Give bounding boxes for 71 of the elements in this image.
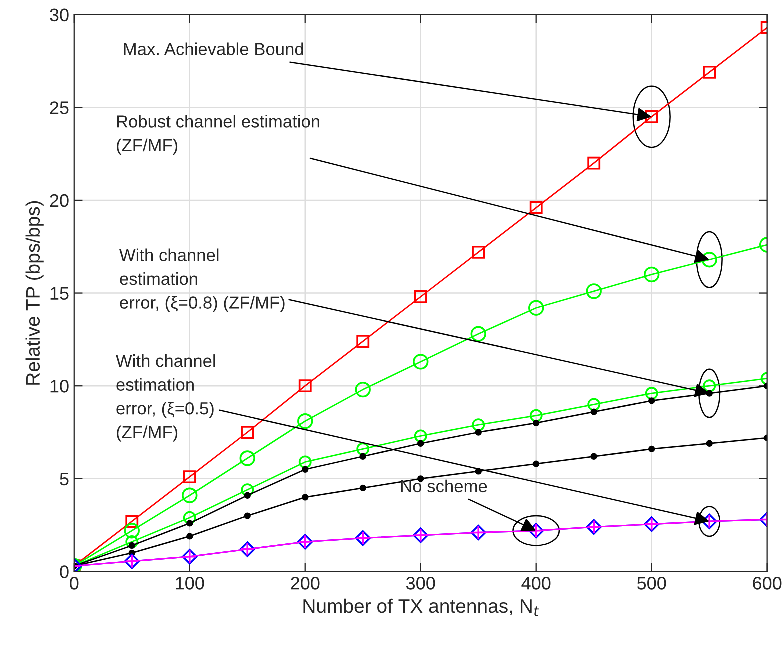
annotation: Robust channel estimation (ZF/MF) bbox=[117, 115, 320, 155]
point bbox=[356, 335, 370, 348]
point bbox=[644, 266, 660, 283]
point bbox=[530, 201, 543, 214]
x-tick-label: 100 bbox=[176, 577, 204, 590]
point bbox=[414, 290, 428, 304]
annotation: No scheme bbox=[402, 480, 488, 493]
point bbox=[298, 414, 314, 430]
point bbox=[706, 390, 713, 397]
point bbox=[183, 470, 196, 484]
x-tick-label: 500 bbox=[638, 577, 666, 590]
x-tick-label: 600 bbox=[753, 577, 782, 590]
y-tick-label: 0 bbox=[60, 566, 69, 578]
point bbox=[124, 523, 140, 539]
point bbox=[355, 382, 371, 398]
point bbox=[302, 494, 309, 501]
point bbox=[356, 442, 370, 456]
point bbox=[186, 533, 194, 540]
point bbox=[244, 492, 251, 499]
point bbox=[533, 420, 540, 427]
point bbox=[302, 466, 309, 473]
point bbox=[244, 512, 251, 520]
y-tick-label: 5 bbox=[60, 473, 69, 486]
point bbox=[533, 460, 540, 468]
point bbox=[703, 380, 716, 393]
annotation: With channel estimation error, (ξ=0.8) (ZF/MF) bbox=[120, 248, 285, 312]
point bbox=[418, 440, 424, 447]
annotation: With channel estimation error, (ξ=0.5) (ZF/MF) bbox=[116, 354, 216, 442]
point bbox=[528, 300, 544, 316]
x-tick-label: 300 bbox=[406, 577, 436, 590]
point bbox=[240, 450, 256, 466]
y-axis-title: Relative TP (bps/bps) bbox=[26, 201, 44, 385]
y-tick-label: 30 bbox=[50, 8, 69, 22]
point bbox=[298, 380, 312, 393]
x-tick-label: 400 bbox=[522, 577, 551, 590]
point bbox=[126, 536, 139, 548]
point bbox=[648, 398, 656, 404]
point bbox=[472, 418, 486, 432]
point bbox=[648, 446, 656, 453]
point bbox=[590, 453, 598, 460]
point bbox=[414, 430, 428, 443]
point bbox=[590, 408, 598, 416]
point bbox=[588, 156, 601, 170]
x-tick-label: 0 bbox=[70, 577, 79, 590]
point bbox=[186, 520, 194, 527]
point bbox=[360, 453, 366, 460]
point bbox=[472, 246, 486, 259]
y-tick-label: 20 bbox=[50, 194, 69, 208]
x-axis-title: Number of TX antennas, N$_{t}$ bbox=[304, 598, 540, 616]
point bbox=[298, 456, 312, 469]
point bbox=[470, 326, 486, 342]
point bbox=[360, 484, 366, 492]
y-tick-label: 25 bbox=[50, 102, 69, 114]
y-tick-label: 15 bbox=[50, 287, 69, 300]
annotation: Max. Achievable Bound bbox=[124, 42, 304, 56]
y-tick-label: 10 bbox=[50, 380, 69, 393]
point bbox=[126, 515, 139, 528]
point bbox=[530, 409, 543, 422]
point bbox=[475, 429, 482, 436]
point bbox=[413, 354, 429, 370]
x-tick-label: 200 bbox=[291, 577, 320, 590]
point bbox=[645, 387, 658, 400]
point bbox=[645, 110, 658, 124]
point bbox=[241, 426, 254, 439]
point bbox=[703, 66, 716, 79]
point bbox=[586, 284, 602, 300]
point bbox=[182, 488, 198, 504]
point bbox=[706, 440, 713, 447]
point bbox=[241, 484, 254, 496]
point bbox=[588, 398, 601, 412]
point bbox=[183, 511, 196, 524]
